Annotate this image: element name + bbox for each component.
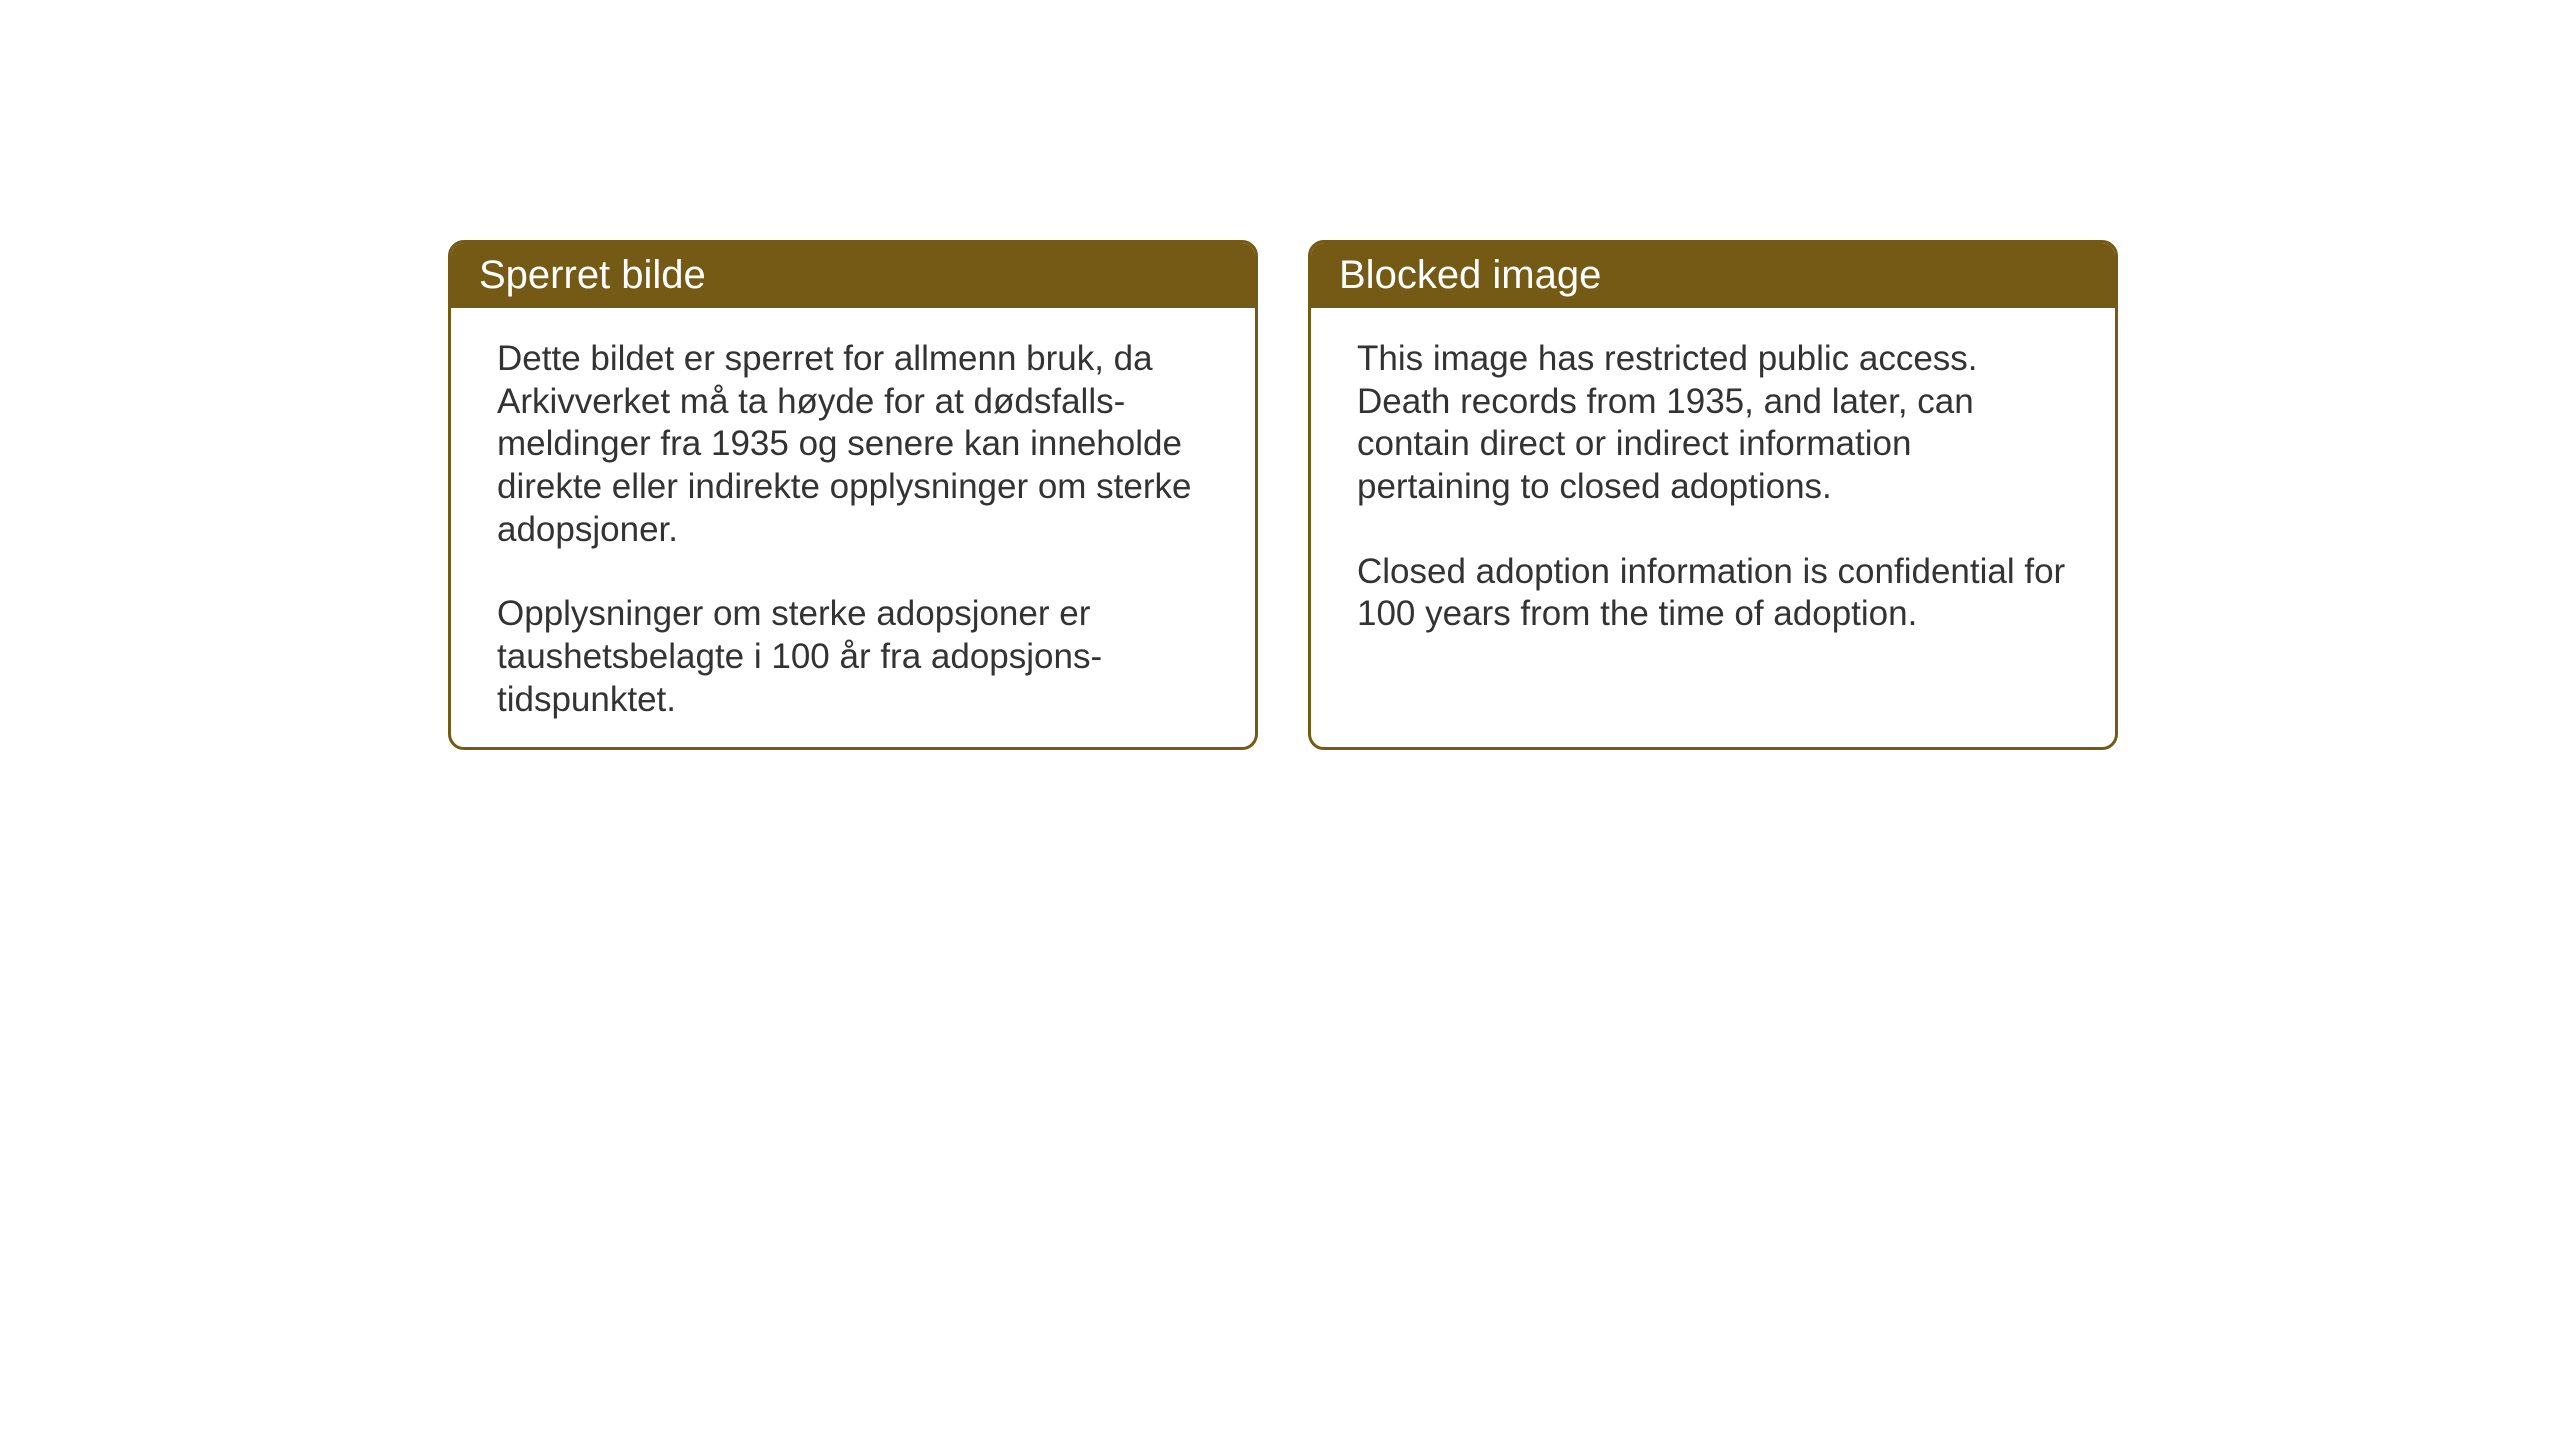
card-paragraph-2-english: Closed adoption information is confident… bbox=[1357, 551, 2069, 636]
card-paragraph-1-english: This image has restricted public access.… bbox=[1357, 338, 2069, 509]
card-title-english: Blocked image bbox=[1339, 253, 1601, 297]
card-header-norwegian: Sperret bilde bbox=[451, 243, 1255, 308]
card-paragraph-2-norwegian: Opplysninger om sterke adopsjoner er tau… bbox=[497, 593, 1209, 721]
card-body-english: This image has restricted public access.… bbox=[1311, 308, 2115, 666]
card-paragraph-1-norwegian: Dette bildet er sperret for allmenn bruk… bbox=[497, 338, 1209, 551]
card-title-norwegian: Sperret bilde bbox=[479, 253, 706, 297]
card-header-english: Blocked image bbox=[1311, 243, 2115, 308]
card-body-norwegian: Dette bildet er sperret for allmenn bruk… bbox=[451, 308, 1255, 750]
notice-card-english: Blocked image This image has restricted … bbox=[1308, 240, 2118, 750]
notice-cards-container: Sperret bilde Dette bildet er sperret fo… bbox=[448, 240, 2118, 750]
notice-card-norwegian: Sperret bilde Dette bildet er sperret fo… bbox=[448, 240, 1258, 750]
